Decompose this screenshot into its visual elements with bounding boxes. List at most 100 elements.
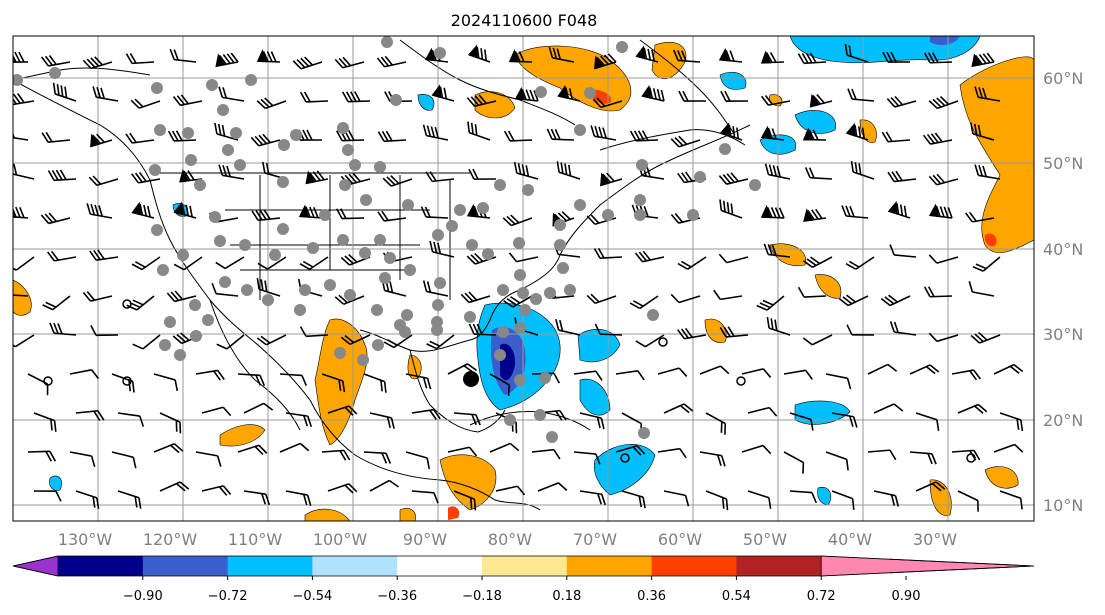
wind-barb: [336, 208, 365, 220]
station-dot: [277, 176, 289, 188]
wind-barb: [783, 369, 813, 380]
wind-barb: [846, 324, 875, 336]
station-dot: [719, 143, 731, 155]
colorbar-segment: [566, 556, 653, 576]
station-dot: [482, 248, 494, 260]
wind-barb: [13, 293, 29, 297]
station-dot: [245, 74, 257, 86]
wind-barb: [531, 448, 561, 460]
wind-barb: [503, 295, 533, 308]
negative-anomaly-area: [593, 444, 656, 496]
wind-barb: [299, 326, 329, 338]
wind-barb: [764, 163, 791, 180]
wind-barb: [673, 49, 701, 63]
wind-barb: [615, 370, 645, 381]
wind-barb: [999, 412, 1024, 432]
wind-barb: [789, 412, 814, 431]
wind-barb: [886, 95, 917, 108]
wind-barb: [557, 85, 581, 102]
wind-barb: [889, 321, 917, 336]
station-dot: [277, 223, 289, 235]
wind-barb: [47, 169, 77, 182]
wind-barb: [825, 373, 852, 390]
station-dot: [13, 74, 23, 86]
station-dot: [206, 79, 218, 91]
station-dot: [574, 199, 586, 211]
station-dot: [157, 264, 169, 276]
wind-barb: [590, 125, 617, 141]
wind-barb: [741, 368, 772, 378]
station-dot: [446, 220, 458, 232]
wind-barb: [431, 84, 455, 102]
wind-barb: [215, 256, 245, 270]
station-dot: [202, 314, 214, 326]
station-dot: [337, 122, 349, 134]
wind-barb: [292, 56, 323, 70]
coastlines: [13, 39, 751, 511]
wind-barb: [718, 47, 743, 63]
wind-barb: [41, 131, 71, 143]
wind-barb: [621, 490, 646, 509]
wind-barb: [377, 130, 407, 143]
negative-anomaly-area: [577, 328, 621, 363]
positive-anomaly-area: [219, 424, 266, 447]
wind-barb: [382, 175, 413, 187]
wind-barb: [89, 249, 119, 261]
longitude-label: 120°W: [143, 530, 198, 549]
station-dot: [217, 104, 229, 116]
wind-barb: [718, 172, 749, 185]
wind-barb: [305, 170, 329, 185]
negative-anomaly-area: [719, 71, 747, 90]
station-dot: [497, 284, 509, 296]
station-dot: [434, 277, 446, 289]
wind-barb: [887, 170, 917, 183]
longitude-label: 70°W: [573, 530, 617, 549]
wind-barb: [677, 256, 707, 270]
figure-title: 2024110600 F048: [451, 11, 598, 30]
wind-barb: [88, 175, 119, 187]
wind-barb: [218, 164, 245, 180]
station-dot: [557, 262, 569, 274]
wind-barb: [377, 210, 407, 222]
wind-barb: [250, 133, 281, 147]
wind-barb: [548, 46, 575, 63]
colorbar-tick-label: −0.54: [292, 589, 332, 604]
station-dot: [634, 209, 646, 221]
station-dot: [546, 431, 558, 443]
station-dot: [379, 272, 391, 284]
wind-barb: [425, 171, 455, 183]
wind-barb: [928, 96, 959, 110]
wind-barb: [928, 254, 959, 264]
colorbar-tick-label: −0.36: [377, 589, 417, 604]
wind-barb: [635, 334, 665, 348]
colorbar-extend-low: [12, 555, 59, 577]
wind-barb: [720, 90, 749, 102]
wind-barb: [369, 412, 395, 429]
wind-barb: [699, 451, 726, 467]
station-dot: [290, 129, 302, 141]
wind-barb: [841, 205, 869, 219]
station-dot: [334, 347, 346, 359]
station-dot: [349, 159, 361, 171]
wind-barb: [92, 86, 119, 102]
wind-barb: [797, 52, 827, 65]
wind-barb: [75, 490, 100, 510]
wind-barb: [928, 173, 959, 186]
wind-barb: [257, 256, 287, 270]
longitude-label: 50°W: [743, 530, 787, 549]
wind-barb: [657, 367, 688, 377]
station-dot: [434, 47, 446, 59]
station-dot: [554, 239, 566, 251]
wind-barb: [41, 55, 71, 67]
station-dot: [574, 124, 586, 136]
wind-barb: [909, 364, 940, 375]
wind-barb: [411, 490, 439, 504]
wind-barb: [299, 256, 329, 270]
wind-barb: [237, 444, 268, 456]
station-dot: [494, 349, 506, 361]
wind-barb: [999, 490, 1023, 510]
wind-barb: [405, 373, 432, 390]
wind-barb: [86, 203, 113, 219]
wind-barb: [369, 479, 399, 492]
latitude-label: 60°N: [1043, 69, 1083, 88]
